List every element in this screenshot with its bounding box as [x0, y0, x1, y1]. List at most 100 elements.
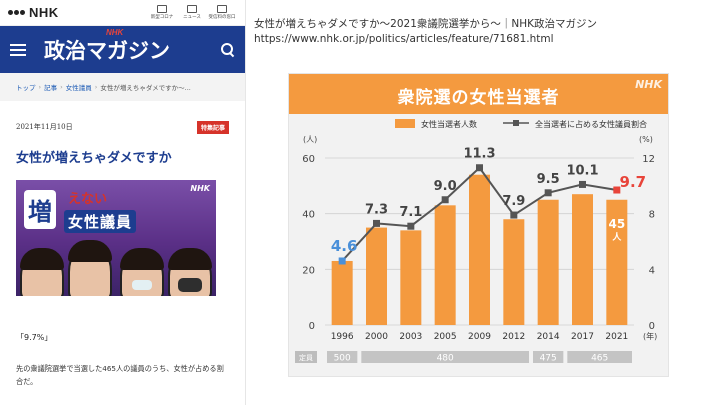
pct-label: 7.9: [502, 194, 525, 209]
pct-label: 9.5: [537, 172, 560, 187]
search-icon[interactable]: [221, 42, 235, 57]
right-axis-unit: (%): [639, 135, 653, 144]
x-tick-label: 2005: [434, 332, 457, 342]
menu-icon[interactable]: [10, 43, 26, 56]
point-2012: [510, 211, 518, 219]
source-title: 女性が増えちゃダメですか〜2021衆議院選挙から〜｜NHK政治マガジン: [254, 18, 598, 30]
pct-label: 7.3: [365, 202, 388, 217]
x-tick-label: 1996: [331, 332, 354, 342]
point-2014: [544, 189, 552, 197]
logo-dots-icon: [8, 10, 26, 15]
article-body: 先の衆議院選挙で当選した465人の議員のうち、女性が占める割合だ。: [16, 364, 224, 386]
magazine-brand: NHK: [106, 27, 124, 37]
pct-label: 4.6: [331, 237, 358, 255]
portrait-2: [68, 240, 112, 296]
pct-label: 11.3: [463, 147, 495, 162]
virus-icon: [157, 5, 167, 13]
seats-label-box: [295, 351, 317, 363]
top-icon-fee[interactable]: 受信料の窓口: [207, 5, 237, 20]
x-tick-label: 2017: [571, 332, 594, 342]
legend-line-marker: [513, 120, 519, 126]
seats-box: [533, 351, 564, 363]
seats-value: 480: [437, 354, 454, 364]
x-tick-label: 2014: [537, 332, 560, 342]
right-tick-label: 0: [649, 321, 655, 332]
seats-value: 465: [591, 354, 608, 364]
legend-line-label: 全当選者に占める女性議員割合: [535, 119, 647, 129]
chart-title-bar: [289, 74, 668, 114]
left-tick-label: 60: [302, 154, 315, 165]
pct-label: 7.1: [399, 205, 422, 220]
hero-title-char: 増: [28, 197, 52, 226]
pct-label: 9.7: [620, 173, 647, 191]
x-tick-label: 2000: [365, 332, 388, 342]
seats-box: [567, 351, 632, 363]
hero-title-sub: えない: [68, 192, 108, 207]
portrait-1: [20, 248, 64, 296]
top-icon-news[interactable]: ニュース: [177, 5, 207, 20]
portrait-4: [168, 248, 212, 296]
point-2017: [579, 180, 586, 188]
bar-2003: [400, 230, 422, 325]
breadcrumb-separator: ›: [94, 83, 98, 91]
breadcrumb-current: 女性が増えちゃダメですか〜...: [100, 84, 191, 92]
seats-label: 定員: [299, 353, 313, 362]
hero-title-main: 女性議員: [64, 210, 137, 233]
top-icon-label: 新型コロナ: [150, 15, 174, 20]
top-icon-label: 受信料の窓口: [208, 15, 236, 20]
x-tick-label: 2012: [502, 332, 525, 342]
point-2003: [407, 222, 415, 230]
magazine-title[interactable]: NHK 政治マガジン: [44, 28, 221, 65]
seats-box: [361, 351, 529, 363]
seats-box: [327, 351, 358, 363]
bar-1996: [331, 260, 353, 325]
breadcrumb: トップ › 記事 › 女性議員 › 女性が増えちゃダメですか〜...: [0, 73, 245, 101]
article-screenshot: NHK 新型コロナ ニュース 受信料の窓口 NHK: [0, 0, 246, 405]
point-2005: [441, 196, 449, 204]
magazine-title-text: 政治マガジン: [44, 37, 170, 63]
breadcrumb-category[interactable]: 女性議員: [65, 84, 92, 92]
left-tick-label: 40: [302, 210, 315, 221]
point-2021: [613, 186, 621, 194]
receipt-icon: [217, 5, 227, 13]
article: 2021年11月10日 特集記事 女性が増えちゃダメですか 増 えない 女性議員…: [0, 120, 245, 388]
pct-label: 9.0: [434, 179, 457, 194]
x-axis-unit: (年): [643, 331, 657, 341]
feature-tag[interactable]: 特集記事: [196, 120, 229, 134]
bar-value-label: 45: [608, 217, 625, 231]
chart-svg: 女性当選者人数 全当選者に占める女性議員割合 0 20 40 60 0 4 8 12 (人) (%) 4…: [295, 119, 657, 364]
source-url[interactable]: https://www.nhk.or.jp/politics/articles/…: [254, 33, 554, 45]
left-tick-label: 0: [309, 321, 315, 332]
hero-brand: NHK: [190, 184, 210, 193]
breadcrumb-home[interactable]: トップ: [16, 84, 36, 92]
right-tick-label: 4: [649, 265, 655, 276]
top-icon-covid[interactable]: 新型コロナ: [147, 5, 177, 20]
top-icons: 新型コロナ ニュース 受信料の窓口: [147, 5, 237, 20]
news-icon: [187, 5, 197, 13]
article-headline: 女性が増えちゃダメですか: [16, 151, 172, 166]
x-tick-label: 2009: [468, 332, 491, 342]
nhk-logo[interactable]: NHK: [8, 5, 59, 20]
date-row: 2021年11月10日 特集記事: [16, 120, 229, 134]
magazine-header: NHK 政治マガジン: [0, 26, 245, 73]
bar-2014: [537, 199, 559, 325]
point-1996: [338, 257, 346, 265]
bar-value-unit: 人: [611, 231, 622, 243]
x-tick-label: 2021: [605, 332, 628, 342]
hero-image: 増 えない 女性議員 NHK: [16, 180, 216, 296]
x-tick-label: 2003: [399, 332, 422, 342]
chart-title: 衆院選の女性当選者: [397, 88, 560, 108]
left-tick-label: 20: [302, 265, 315, 276]
legend-bar-swatch: [395, 119, 415, 128]
breadcrumb-separator: ›: [38, 83, 42, 91]
bar-2021: [606, 199, 628, 325]
point-2000: [373, 219, 380, 227]
legend-bar-label: 女性当選者人数: [421, 119, 477, 129]
seats-value: 475: [540, 354, 557, 364]
breadcrumb-separator: ›: [60, 83, 63, 91]
bar-2017: [572, 194, 593, 325]
article-date: 2021年11月10日: [16, 123, 73, 131]
hero-title-box: 増: [24, 190, 56, 229]
breadcrumb-articles[interactable]: 記事: [44, 84, 58, 92]
